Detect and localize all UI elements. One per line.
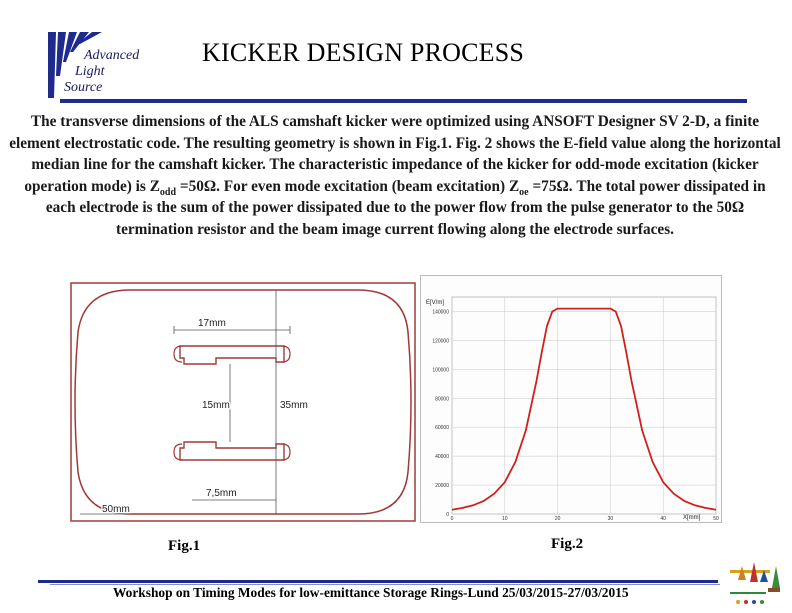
y-tick-label: 40000 — [435, 454, 449, 460]
chart-x-ticks: 0 10 20 30 40 50 — [451, 516, 719, 522]
y-axis-label: E[V/m] — [426, 300, 444, 306]
als-logo: Advanced Light Source — [44, 28, 174, 98]
body-text-part3: =75Ω. The total power dissipated in each… — [45, 177, 766, 238]
footer-workshop-text: Workshop on Timing Modes for low-emittan… — [113, 585, 629, 600]
z-odd-subscript: odd — [159, 186, 177, 198]
efield-chart-svg: 020000400006000080000100000120000140000 … — [420, 275, 722, 523]
y-tick-label: 120000 — [432, 338, 449, 344]
workshop-logo-icon — [728, 552, 784, 608]
y-tick-label: 140000 — [432, 309, 449, 315]
y-tick-label: 60000 — [435, 425, 449, 431]
logo-word-advanced: Advanced — [84, 48, 140, 63]
title-divider — [60, 99, 747, 103]
logo-stripes-icon — [48, 32, 102, 98]
x-tick-label: 50 — [713, 516, 719, 522]
x-tick-label: 0 — [451, 516, 454, 522]
figure-2-efield-chart: 0 20000 40000 60000 80000 100000 120000 140000 … — [420, 275, 722, 523]
footer-rule — [38, 580, 718, 583]
body-paragraph: The transverse dimensions of the ALS cam… — [8, 111, 782, 241]
figure-2-caption: Fig.2 — [551, 536, 584, 552]
dim-17mm: 17mm — [198, 318, 226, 329]
logo-word-light: Light — [75, 64, 105, 79]
figure-1-caption: Fig.1 — [168, 538, 201, 554]
body-text-part1: The transverse dimensions of the ALS cam… — [9, 113, 781, 195]
x-tick-label: 30 — [608, 516, 614, 522]
body-text-part2: =50Ω. For even mode excitation (beam exc… — [176, 177, 520, 195]
dim-7-5mm: 7,5mm — [206, 488, 237, 499]
x-tick-label: 20 — [555, 516, 561, 522]
logo-word-source: Source — [64, 80, 103, 95]
x-tick-label: 40 — [660, 516, 666, 522]
y-tick-label: 80000 — [435, 396, 449, 402]
x-tick-label: 10 — [502, 516, 508, 522]
kicker-cross-section-drawing: 17mm 15mm 35mm 7,5mm 50mm — [70, 282, 416, 522]
y-tick-label: 100000 — [432, 367, 449, 373]
figure-1-kicker-geometry: 17mm 15mm 35mm 7,5mm 50mm — [70, 282, 416, 522]
y-tick-label: 20000 — [435, 483, 449, 489]
dim-15mm: 15mm — [202, 400, 230, 411]
dim-50mm: 50mm — [102, 504, 130, 515]
z-oe-subscript: oe — [519, 186, 529, 198]
x-axis-label: X[mm] — [683, 515, 701, 521]
footer-rule-thin — [50, 584, 720, 585]
chart-grid — [451, 296, 717, 515]
y-tick-label: 0 — [446, 512, 449, 518]
page-title: KICKER DESIGN PROCESS — [202, 38, 525, 67]
efield-series-line — [451, 307, 717, 511]
dim-35mm: 35mm — [280, 400, 308, 411]
chart-y-ticks: 0 20000 40000 60000 80000 100000 120000 140000 — [432, 309, 449, 518]
